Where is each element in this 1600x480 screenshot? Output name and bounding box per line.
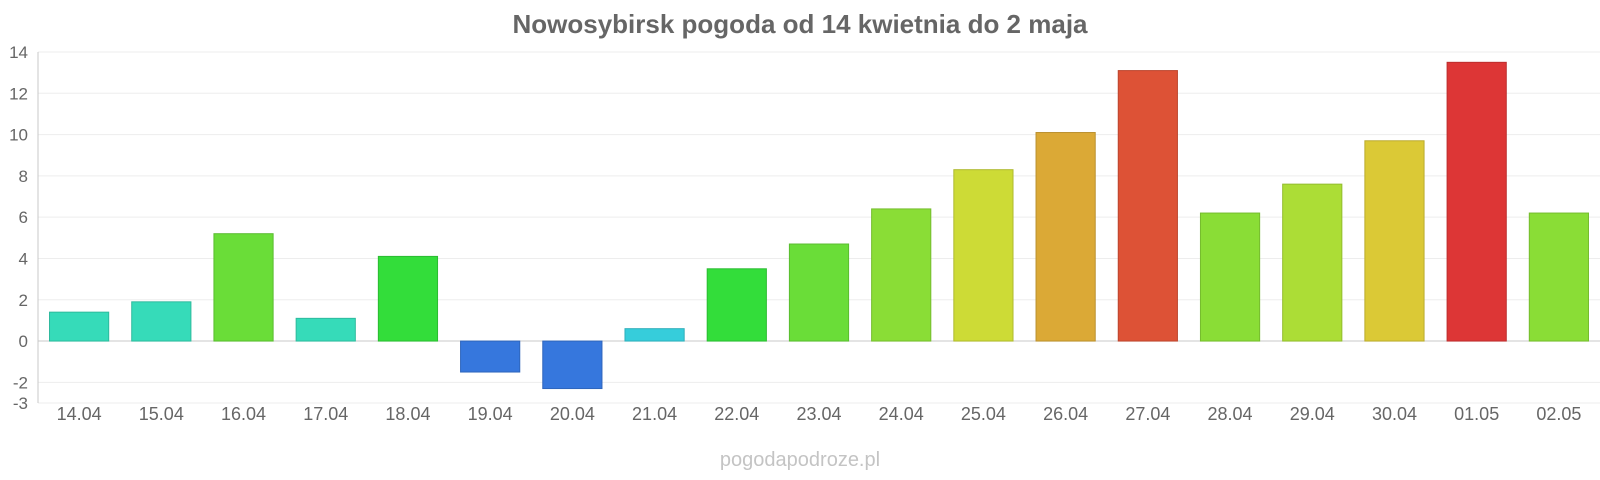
bar-30.04 bbox=[1364, 140, 1425, 342]
x-tick-label: 30.04 bbox=[1372, 404, 1417, 424]
x-tick-label: 25.04 bbox=[961, 404, 1006, 424]
y-tick-label: 10 bbox=[9, 126, 28, 145]
y-axis-ticks: 14 12 10 8 6 4 2 0 -2 -3 bbox=[9, 43, 28, 413]
x-tick-label: 28.04 bbox=[1208, 404, 1253, 424]
y-tick-label: 2 bbox=[19, 291, 28, 310]
chart-title: Nowosybirsk pogoda od 14 kwietnia do 2 m… bbox=[512, 9, 1088, 39]
bar-24.04 bbox=[871, 208, 932, 342]
x-tick-label: 24.04 bbox=[879, 404, 924, 424]
y-tick-label: 6 bbox=[19, 208, 28, 227]
bar-01.05 bbox=[1446, 61, 1507, 342]
x-tick-label: 01.05 bbox=[1454, 404, 1499, 424]
x-tick-label: 26.04 bbox=[1043, 404, 1088, 424]
x-tick-label: 29.04 bbox=[1290, 404, 1335, 424]
bar-26.04 bbox=[1035, 132, 1096, 342]
bar-23.04 bbox=[788, 243, 850, 342]
x-tick-label: 20.04 bbox=[550, 404, 595, 424]
y-tick-label: 14 bbox=[9, 43, 28, 62]
x-tick-label: 19.04 bbox=[468, 404, 513, 424]
x-tick-label: 17.04 bbox=[303, 404, 348, 424]
x-tick-label: 15.04 bbox=[139, 404, 184, 424]
x-tick-label: 21.04 bbox=[632, 404, 677, 424]
bars bbox=[49, 61, 1589, 390]
x-tick-label: 27.04 bbox=[1125, 404, 1170, 424]
y-tick-label: 12 bbox=[9, 84, 28, 103]
bar-22.04 bbox=[706, 268, 767, 342]
x-axis-ticks: 14.04 15.04 16.04 17.04 18.04 19.04 20.04 21.04… bbox=[57, 404, 1582, 424]
y-tick-label: -3 bbox=[13, 394, 28, 413]
bar-17.04 bbox=[295, 317, 356, 342]
x-tick-label: 14.04 bbox=[57, 404, 102, 424]
bar-19.04 bbox=[460, 340, 521, 373]
x-tick-label: 22.04 bbox=[714, 404, 759, 424]
bar-27.04 bbox=[1117, 70, 1178, 342]
bar-18.04 bbox=[377, 255, 439, 342]
y-tick-label: 4 bbox=[19, 249, 28, 268]
x-tick-label: 16.04 bbox=[221, 404, 266, 424]
source-watermark: pogodapodroze.pl bbox=[720, 449, 880, 471]
x-tick-label: 18.04 bbox=[385, 404, 430, 424]
bar-20.04 bbox=[542, 340, 603, 390]
bar-15.04 bbox=[131, 301, 192, 342]
bar-16.04 bbox=[213, 233, 274, 342]
y-tick-label: 8 bbox=[19, 167, 28, 186]
bar-28.04 bbox=[1199, 212, 1261, 342]
bar-21.04 bbox=[624, 328, 685, 342]
bar-14.04 bbox=[49, 311, 110, 342]
bar-25.04 bbox=[953, 169, 1014, 342]
x-tick-label: 02.05 bbox=[1536, 404, 1581, 424]
y-tick-label: 0 bbox=[19, 332, 28, 351]
x-tick-label: 23.04 bbox=[796, 404, 841, 424]
bar-29.04 bbox=[1282, 183, 1343, 342]
bar-02.05 bbox=[1528, 212, 1589, 342]
y-tick-label: -2 bbox=[13, 373, 28, 392]
